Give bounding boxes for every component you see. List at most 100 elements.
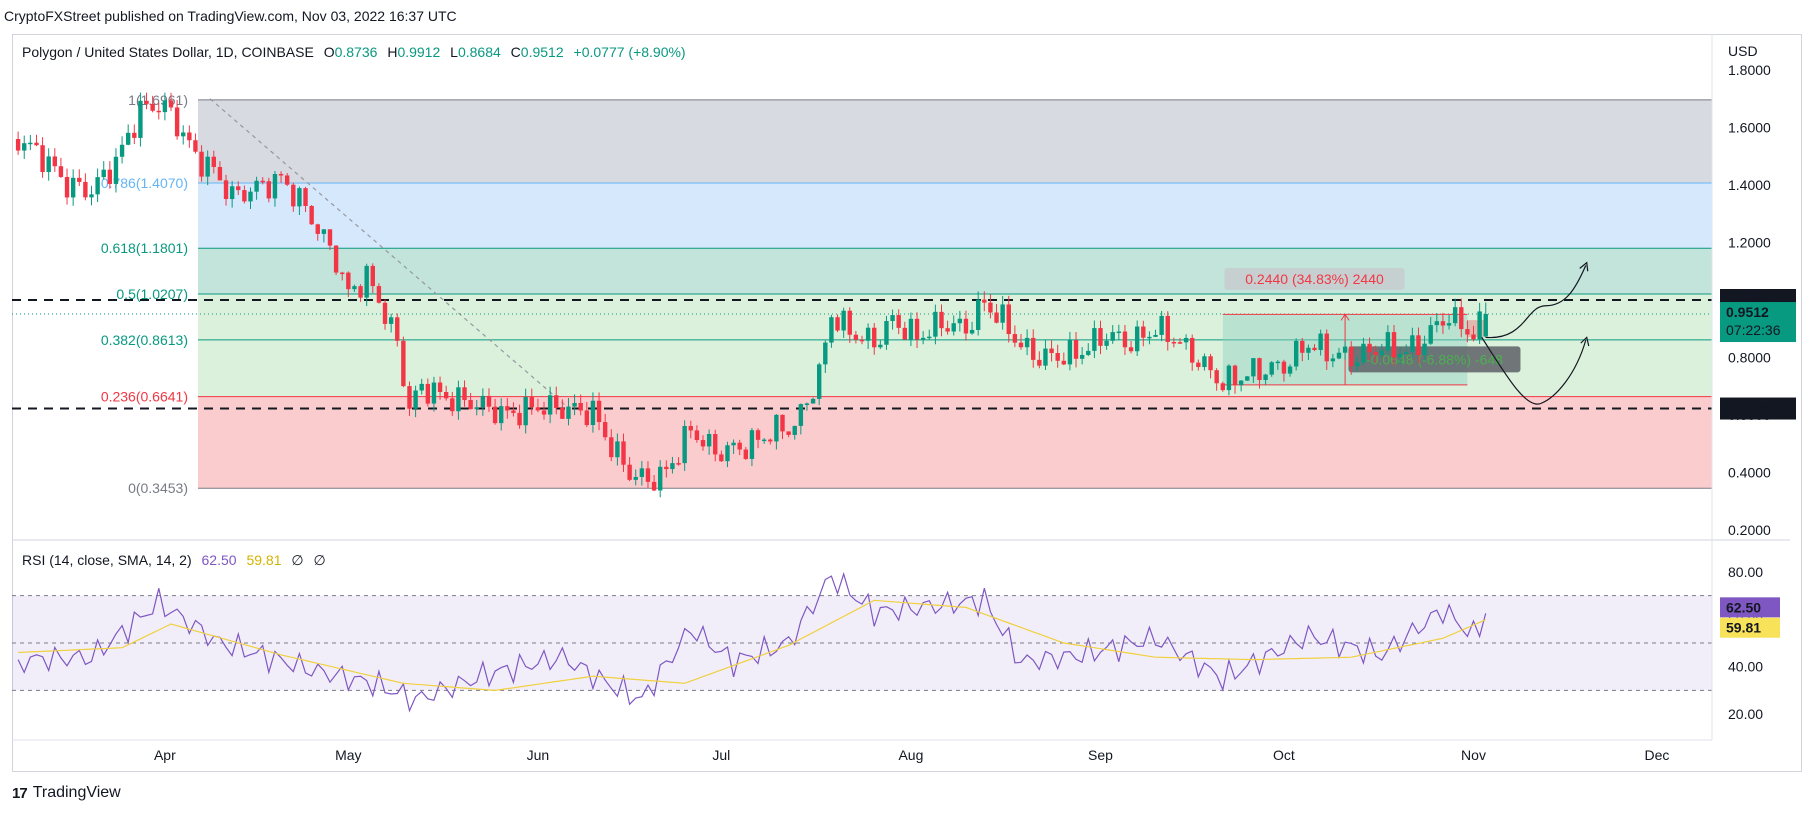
candle-body	[1336, 352, 1342, 359]
candle-body	[303, 188, 308, 206]
candle-body	[664, 466, 669, 470]
candle-body	[376, 286, 382, 303]
candle-body	[816, 364, 822, 399]
candle-body	[902, 327, 908, 340]
candle-body	[865, 327, 871, 341]
candle-body	[278, 173, 284, 176]
candle-body	[413, 390, 418, 409]
candle-body	[254, 180, 259, 192]
candle-body	[975, 299, 981, 330]
candle-body	[187, 132, 192, 141]
candle-body	[450, 398, 455, 412]
publish-caption: CryptoFXStreet published on TradingView.…	[4, 8, 457, 24]
brand-name: TradingView	[32, 784, 121, 801]
candle-body	[627, 464, 632, 480]
measure-down-box	[1467, 320, 1486, 338]
candle-body	[327, 229, 333, 246]
low-value: 0.8684	[457, 44, 501, 60]
fibonacci-retracement[interactable]: 1(1.6961) 0.786(1.4070) 0.618(1.1801) 0.5(1…	[101, 92, 1712, 496]
candle-body	[939, 311, 944, 329]
candle-body	[609, 437, 614, 458]
bullish-projection-arrow	[1485, 265, 1587, 338]
candle-body	[162, 100, 168, 113]
low-label: L	[450, 44, 458, 60]
candle-body	[107, 169, 113, 184]
candle-body	[547, 395, 553, 415]
candle-body	[566, 406, 571, 419]
candle-body	[1471, 334, 1476, 340]
candle-body	[1275, 361, 1281, 364]
candle-body	[474, 407, 479, 410]
candle-body	[217, 167, 223, 181]
candle-body	[211, 156, 216, 168]
candle-body	[541, 410, 547, 415]
rsi-sma-value: 59.81	[246, 552, 282, 568]
candle-body	[1483, 314, 1488, 337]
price-axis-tick: 0.8000	[1728, 350, 1771, 366]
time-axis-tick: Apr	[154, 747, 176, 763]
candle-body	[1312, 347, 1317, 350]
candle-body	[1379, 350, 1384, 356]
candle-body	[517, 412, 522, 426]
candle-body	[749, 430, 755, 459]
candle-body	[706, 434, 712, 447]
candle-body	[1330, 358, 1336, 362]
tradingview-brand[interactable]: 17 TradingView	[12, 784, 121, 802]
chart-frame	[12, 34, 1802, 772]
candle-body	[1165, 315, 1170, 342]
projection-arrows[interactable]	[1481, 261, 1590, 405]
rsi-pane[interactable]	[12, 539, 1790, 713]
candle-body	[58, 166, 64, 177]
candle-body	[859, 339, 865, 342]
measure-tool[interactable]: 0.2440 (34.83%) 2440 -0.0648 (-6.88%) -64…	[1222, 267, 1521, 386]
candle-body	[1147, 336, 1152, 339]
candle-body	[34, 142, 39, 146]
candle-body	[1440, 321, 1446, 326]
rsi-title: RSI (14, close, SMA, 14, 2)	[22, 552, 192, 568]
price-axis-tick: 1.8000	[1728, 62, 1771, 78]
change-value: +0.0777 (+8.90%)	[573, 44, 686, 60]
rsi-line	[17, 571, 1487, 713]
candle-body	[468, 400, 473, 410]
candle-body	[382, 302, 388, 324]
candle-body	[1031, 337, 1036, 360]
candle-body	[1391, 332, 1397, 358]
candle-body	[1342, 346, 1348, 353]
candle-body	[83, 181, 88, 198]
candle-body	[315, 224, 320, 234]
candle-body	[456, 387, 461, 412]
candle-body	[602, 422, 608, 438]
candle-body	[77, 177, 82, 182]
candle-body	[125, 132, 131, 145]
candle-body	[963, 318, 969, 334]
time-axis-tick: Oct	[1273, 747, 1295, 763]
candle-body	[1257, 358, 1262, 380]
candlestick-series[interactable]	[15, 92, 1488, 498]
candle-body	[1446, 323, 1452, 326]
symbol-legend[interactable]: Polygon / United States Dollar, 1D, COIN…	[22, 44, 686, 60]
candle-body	[688, 425, 693, 431]
candle-body	[40, 145, 45, 173]
axes: USD1.80001.60001.40001.20000.80000.60000…	[12, 34, 1796, 763]
candle-body	[431, 382, 437, 404]
candle-body	[1128, 347, 1134, 352]
candle-body	[425, 383, 431, 404]
candle-body	[1434, 321, 1440, 326]
candle-body	[64, 176, 70, 198]
price-axis-tick: 0.4000	[1728, 465, 1771, 481]
candle-body	[639, 468, 645, 477]
close-value: 0.9512	[520, 44, 564, 60]
candle-body	[810, 398, 816, 404]
candle-body	[829, 317, 834, 343]
rsi-legend[interactable]: RSI (14, close, SMA, 14, 2) 62.50 59.81 …	[22, 552, 326, 569]
candle-body	[1086, 350, 1091, 355]
candle-body	[823, 342, 828, 365]
candle-body	[480, 395, 486, 408]
measure-up-label-bg	[1224, 267, 1405, 290]
candle-body	[572, 402, 577, 407]
candle-body	[761, 439, 767, 442]
candle-body	[1459, 307, 1464, 330]
time-axis-tick: Jul	[712, 747, 730, 763]
candle-body	[1006, 304, 1011, 335]
